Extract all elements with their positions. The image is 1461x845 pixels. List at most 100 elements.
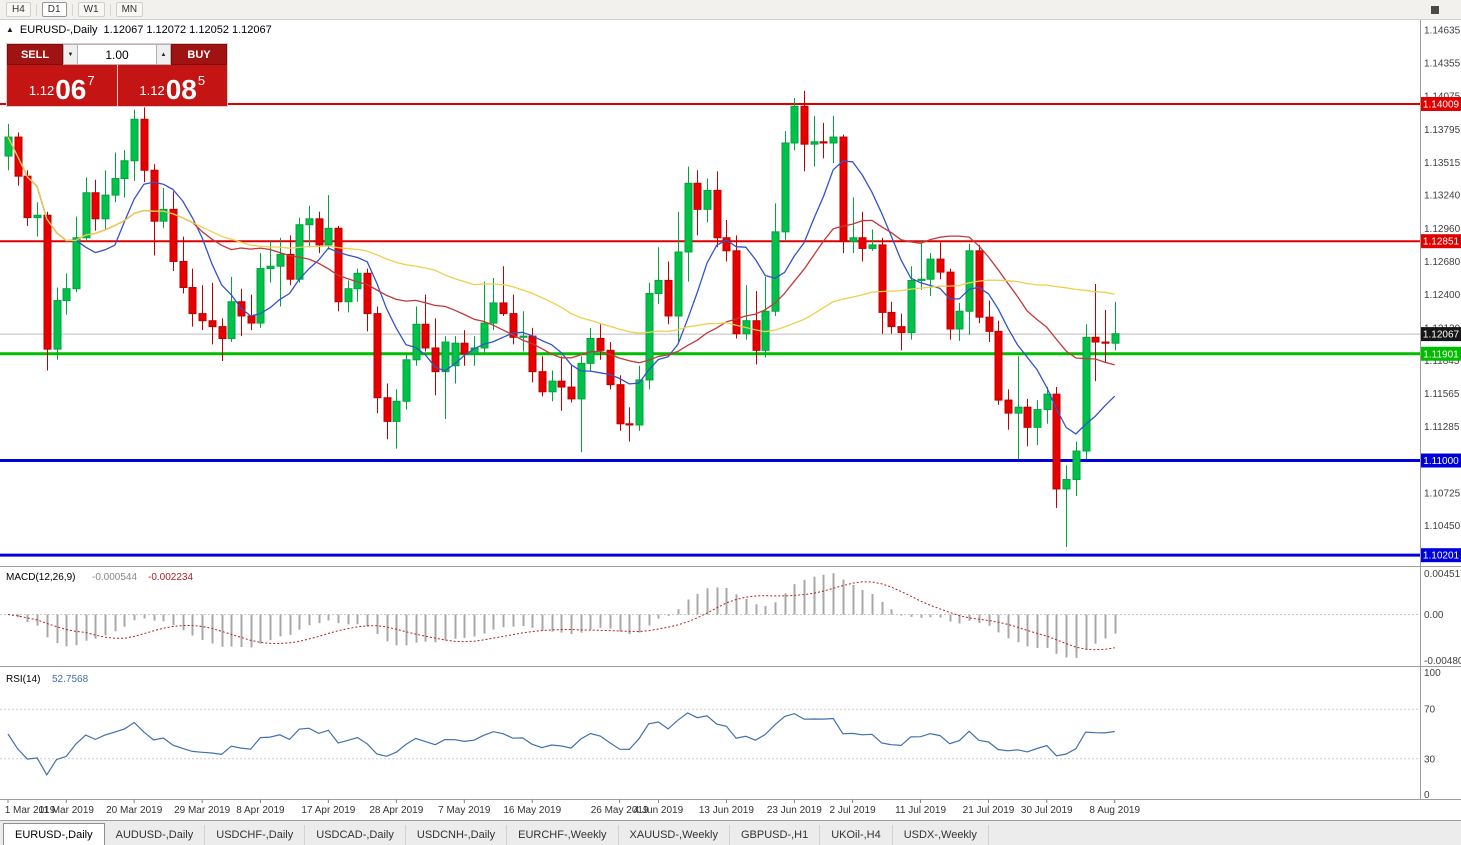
buy-price-display[interactable]: 1.12 08 5 [118,65,228,106]
toolbar-overflow-icon[interactable] [1431,6,1439,14]
candle-body [412,323,421,361]
timeframe-toolbar: H4 D1 W1 MN [0,0,1461,20]
chart-tabs-bar: EURUSD-,Daily AUDUSD-,Daily USDCHF-,Daily U… [0,820,1461,845]
candle-body [402,359,411,402]
candle-body [91,192,100,220]
chart-tab-eurusd-daily[interactable]: EURUSD-,Daily [3,823,105,845]
candle-body [1014,406,1023,414]
date-axis-label: 17 Apr 2019 [301,805,355,816]
candle-body [1091,336,1100,343]
macd-scale-max: 0.004517 [1424,569,1461,580]
candle-body [732,250,741,335]
macd-histogram [17,573,1117,658]
one-click-collapse-icon[interactable]: ▲ [6,25,14,34]
candle-body [771,231,780,312]
timeframe-button-mn[interactable]: MN [115,2,144,17]
candle-body [858,237,867,249]
chart-ohlc-readout: ▲ EURUSD-,Daily 1.12067 1.12072 1.12052 … [6,24,272,36]
candle-body [227,301,236,339]
chart-tab-usdx-weekly[interactable]: USDX-,Weekly [893,825,989,845]
candle-body [208,320,217,328]
chart-tab-usdcad-daily[interactable]: USDCAD-,Daily [305,825,406,845]
candle-body [324,227,333,246]
volume-decrease-button[interactable]: ▼ [63,44,78,65]
candle-body [43,214,52,350]
date-axis-label: 26 May 2019 [591,805,649,816]
candle-body [567,386,576,400]
volume-input[interactable]: 1.00 [78,44,156,65]
chart-tab-usdchf-daily[interactable]: USDCHF-,Daily [205,825,306,845]
date-axis-label: 16 May 2019 [503,805,561,816]
candle-body [421,323,430,349]
macd-signal-value: -0.002234 [148,572,193,583]
chart-tab-gbpusd-h1[interactable]: GBPUSD-,H1 [730,825,821,845]
sell-button[interactable]: SELL [7,44,63,65]
candle-body [975,250,984,318]
candle-body [392,400,401,422]
candle-body [1023,406,1032,428]
timeframe-button-w1[interactable]: W1 [77,2,105,17]
candle-body [781,142,790,233]
date-axis-label: 29 Mar 2019 [174,805,231,816]
candle-body [810,141,819,145]
date-axis-label: 11 Mar 2019 [39,805,95,816]
support-line-green-badge [1421,346,1461,361]
toolbar-separator [109,3,111,16]
macd-signal-line [7,581,1115,651]
toolbar-separator [35,3,37,16]
candle-body [985,316,994,332]
candle-body [451,342,460,367]
buy-button[interactable]: BUY [171,44,227,65]
sell-price-pipette: 7 [87,73,95,88]
candle-body [1111,333,1120,344]
candle-body [218,326,227,339]
buy-price-big-digits: 08 [165,74,197,105]
support-line-blue-2-badge-value: 1.10201 [1423,551,1460,562]
ma-fast-line [7,136,1116,435]
chart-tab-audusd-daily[interactable]: AUDUSD-,Daily [105,825,206,845]
candle-body [295,224,304,280]
candle-body [926,258,935,280]
date-axis-label: 2 Jul 2019 [830,805,877,816]
support-line-blue-1-badge [1421,453,1461,468]
date-axis-label: 11 Jul 2019 [895,805,946,816]
candle-body [596,337,605,351]
date-axis-label: 23 Jun 2019 [767,805,822,816]
candle-body [800,105,809,145]
candle-body [645,292,654,381]
chart-tab-eurchf-weekly[interactable]: EURCHF-,Weekly [507,825,619,845]
candle-body [936,258,945,273]
price-axis[interactable]: 1.146351.143551.140751.137951.135151.132… [1421,25,1461,801]
candle-body [334,227,343,303]
volume-increase-button[interactable]: ▲ [156,44,171,65]
support-line-green-badge-value: 1.11901 [1423,349,1459,360]
sell-price-display[interactable]: 1.12 06 7 [7,65,117,106]
price-axis-label: 1.10450 [1424,521,1461,532]
candle-body [82,192,91,239]
resistance-line-1-badge [1421,97,1461,111]
timeframe-button-d1[interactable]: D1 [41,2,67,17]
candle-body [625,423,634,426]
date-axis-label: 8 Apr 2019 [236,805,285,816]
candle-body [140,118,149,171]
candle-body [703,189,712,210]
candle-body [130,118,139,162]
rsi-scale-100: 100 [1424,668,1441,679]
current-price-badge [1421,327,1461,342]
sell-price-big-digits: 06 [55,74,87,105]
candle-body [276,253,285,267]
candle-body [111,178,120,196]
candle-body [1004,399,1013,414]
date-axis-label: 21 Jul 2019 [963,805,1015,816]
chart-tab-usdcnh-daily[interactable]: USDCNH-,Daily [406,825,508,845]
candle-body [344,288,353,303]
date-axis-label: 4 Jun 2019 [634,805,684,816]
chart-canvas[interactable]: 1.146351.143551.140751.137951.135151.132… [0,20,1461,820]
chart-tab-xauusd-weekly[interactable]: XAUUSD-,Weekly [619,825,730,845]
price-axis-label: 1.14355 [1424,59,1461,70]
candle-body [1043,393,1052,411]
timeframe-button-h4[interactable]: H4 [6,2,31,17]
chart-tab-ukoil-h4[interactable]: UKOil-,H4 [820,825,893,845]
candle-body [1082,336,1091,452]
